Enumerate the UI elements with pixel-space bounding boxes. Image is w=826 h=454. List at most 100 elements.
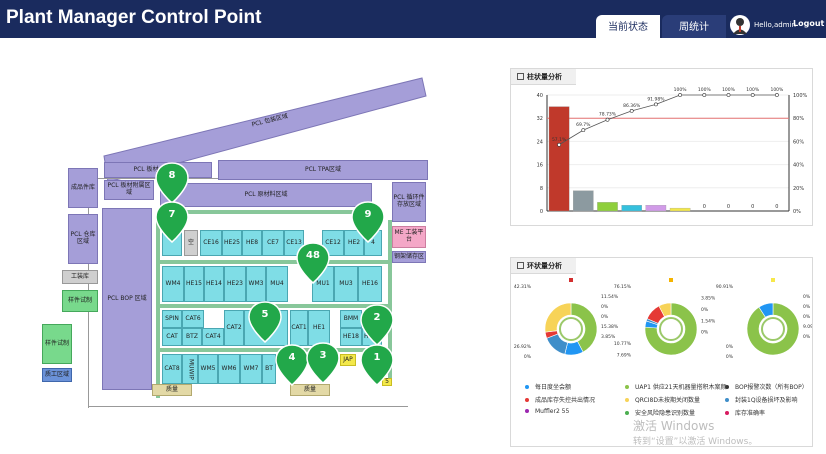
alert-pin[interactable]: 7 bbox=[154, 200, 190, 244]
alert-pin[interactable]: 8 bbox=[154, 161, 190, 205]
region-material-test[interactable]: 样件试制 bbox=[62, 290, 98, 312]
station-row3[interactable]: CAT6 bbox=[182, 310, 204, 328]
station-row1[interactable]: CE12 bbox=[322, 230, 344, 256]
region-equipment[interactable]: 工装库 bbox=[62, 270, 98, 284]
donut-label: 0% bbox=[601, 314, 609, 320]
bar-chart-panel: 柱状量分析 0 8 16 24 32 40 0% 20% 40% 60% 80% 100% 0 0 0 0 57… bbox=[510, 68, 813, 226]
station-row3[interactable]: SPIN bbox=[162, 310, 182, 328]
station-quality[interactable]: 质量 bbox=[152, 384, 192, 396]
top-header: Plant Manager Control Point 当前状态 周统计 Hel… bbox=[0, 0, 826, 38]
region-finished-goods[interactable]: 成品件库 bbox=[68, 168, 98, 208]
y2-tick-label: 40% bbox=[793, 163, 804, 169]
bar bbox=[621, 205, 642, 212]
region-steel-storage[interactable]: 钢架储存区 bbox=[392, 251, 426, 263]
station-row2[interactable]: HE23 bbox=[224, 266, 246, 302]
y-tick-label: 32 bbox=[537, 116, 543, 122]
donut-panel-title: 环状量分析 bbox=[511, 258, 576, 274]
station-row4[interactable]: MUWIP bbox=[182, 354, 198, 384]
station-row4[interactable]: BT bbox=[262, 354, 276, 384]
station-he1[interactable]: HE1 bbox=[308, 310, 330, 346]
region-pcl-plate-storage[interactable]: PCL 板材附属区域 bbox=[104, 180, 154, 200]
region-office[interactable]: 质工区域 bbox=[42, 368, 72, 382]
station-row2[interactable]: WM3 bbox=[246, 266, 266, 302]
tab-current-status[interactable]: 当前状态 bbox=[596, 15, 660, 38]
donut-label: 0% bbox=[601, 304, 609, 310]
alert-pin[interactable]: 2 bbox=[359, 303, 395, 347]
station-jap[interactable]: JAP bbox=[340, 354, 356, 366]
station-small[interactable]: 5 bbox=[382, 378, 392, 386]
pareto-label: 86.36% bbox=[623, 103, 641, 109]
legend-label: 每日度坐会额 bbox=[535, 384, 572, 391]
donut-label: 0% bbox=[524, 354, 532, 360]
legend-dot-icon bbox=[625, 411, 629, 415]
station-row1[interactable]: HE8 bbox=[242, 230, 262, 256]
station-row1[interactable]: HE2 bbox=[344, 230, 364, 256]
donut-label: 3.85% bbox=[601, 334, 616, 340]
legend-item: UAP1 供应21天机器量搭积木案颜 bbox=[625, 382, 726, 391]
station-row4[interactable]: WM7 bbox=[240, 354, 262, 384]
legend-item: 安全风险隐患识别数量 bbox=[625, 408, 695, 417]
station-row3[interactable]: BTZ bbox=[182, 328, 202, 346]
region-me-platform[interactable]: ME 工装平台 bbox=[392, 226, 426, 248]
donut-label: 9.09% bbox=[803, 324, 812, 330]
station-empty[interactable]: 空 bbox=[184, 230, 198, 256]
legend-item: Muffler2 55 bbox=[525, 408, 569, 415]
road bbox=[160, 260, 388, 264]
station-row2[interactable]: HE15 bbox=[184, 266, 204, 302]
y-tick-label: 16 bbox=[537, 163, 543, 169]
station-row4[interactable]: WM5 bbox=[198, 354, 218, 384]
pareto-label: 100% bbox=[674, 87, 688, 93]
region-pcl-right[interactable]: PCL 循环件存放区域 bbox=[392, 182, 426, 222]
station-he18[interactable]: HE18 bbox=[340, 328, 362, 346]
alert-pin[interactable]: 9 bbox=[350, 200, 386, 244]
pareto-point bbox=[653, 102, 658, 107]
alert-pin[interactable]: 48 bbox=[295, 241, 331, 285]
chart-icon bbox=[517, 73, 524, 80]
station-row4[interactable]: CAT8 bbox=[162, 354, 182, 384]
station-row2[interactable]: HE14 bbox=[204, 266, 224, 302]
region-pcl-warehouse[interactable]: PCL 仓库 区域 bbox=[68, 214, 98, 264]
alert-pin[interactable]: 1 bbox=[359, 343, 395, 387]
donut-label: 7.69% bbox=[617, 353, 632, 359]
station-row2[interactable]: MU4 bbox=[266, 266, 288, 302]
station-row3[interactable]: CAT bbox=[162, 328, 182, 346]
donut-slice bbox=[758, 302, 774, 318]
station-row2[interactable]: HE16 bbox=[358, 266, 382, 302]
donut-label: 3.85% bbox=[701, 295, 716, 301]
legend-dot-icon bbox=[725, 411, 729, 415]
pareto-point bbox=[581, 128, 586, 133]
region-pcl-bop[interactable]: PCL BOP 区域 bbox=[102, 208, 152, 390]
donut-slice bbox=[544, 302, 572, 333]
pareto-label: 100% bbox=[722, 87, 736, 93]
legend-item: 封装1Q设备损坏及影响 bbox=[725, 395, 798, 404]
region-pcl-tpa[interactable]: PCL TPA区域 bbox=[218, 160, 428, 180]
region-tool[interactable]: 质量 bbox=[290, 384, 330, 396]
logout-button[interactable]: Logout bbox=[793, 19, 825, 28]
region-pcl-logistics[interactable]: PCL 原材料区域 bbox=[160, 183, 372, 207]
legend-label: 成品库存失控共出情况 bbox=[535, 397, 596, 404]
station-row2[interactable]: WM4 bbox=[162, 266, 184, 302]
region-sample[interactable]: 样件试制 bbox=[42, 324, 72, 364]
donut-label: 0% bbox=[726, 354, 734, 360]
station-row1[interactable]: HE25 bbox=[222, 230, 242, 256]
donut-marker bbox=[771, 278, 775, 282]
station-row1[interactable]: CE7 bbox=[262, 230, 284, 256]
tab-weekly-stats[interactable]: 周统计 bbox=[662, 15, 726, 38]
station-row1[interactable]: CE16 bbox=[200, 230, 222, 256]
station-row2[interactable]: MU3 bbox=[334, 266, 358, 302]
donut-label: 26.92% bbox=[514, 344, 532, 350]
donut-label: 10.77% bbox=[614, 341, 632, 347]
pareto-label: 100% bbox=[746, 87, 760, 93]
donut-label: 42.31% bbox=[514, 284, 532, 290]
alert-pin[interactable]: 3 bbox=[305, 341, 341, 385]
station-row3[interactable]: CAT4 bbox=[202, 328, 224, 346]
boundary-line bbox=[88, 406, 408, 407]
avatar[interactable] bbox=[730, 15, 750, 35]
bar bbox=[669, 207, 691, 212]
alert-pin[interactable]: 4 bbox=[274, 343, 310, 387]
station-row4[interactable]: WM6 bbox=[218, 354, 240, 384]
station-cat2[interactable]: CAT2 bbox=[224, 310, 244, 346]
legend-label: 安全风险隐患识别数量 bbox=[635, 410, 696, 417]
alert-pin[interactable]: 5 bbox=[247, 300, 283, 344]
